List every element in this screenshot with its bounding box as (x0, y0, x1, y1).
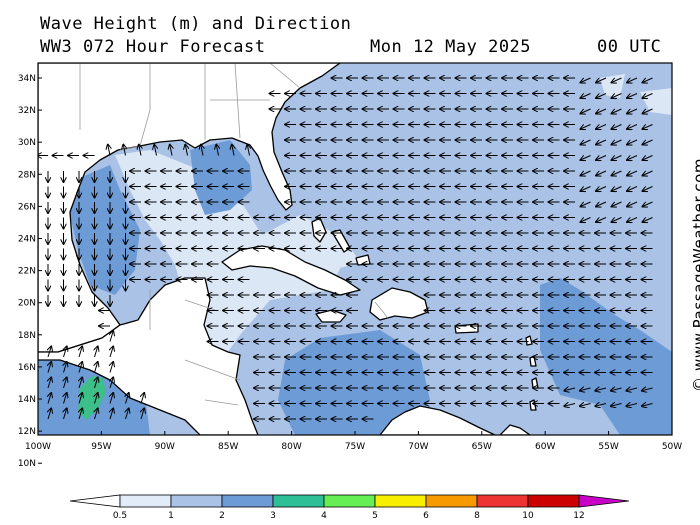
legend-low-cap (70, 495, 120, 507)
legend-high-cap (579, 495, 629, 507)
lat-label: 16N (18, 363, 36, 373)
lon-label: 75W (345, 442, 365, 452)
legend-swatch (222, 495, 273, 507)
lat-label: 28N (18, 170, 36, 180)
legend-swatch (324, 495, 375, 507)
lat-label: 18N (18, 331, 36, 341)
lat-label: 30N (18, 138, 36, 148)
lat-label: 14N (18, 395, 36, 405)
legend-swatch (273, 495, 324, 507)
legend-label: 6 (423, 511, 429, 521)
legend-label: 4 (321, 511, 327, 521)
lon-label: 65W (472, 442, 492, 452)
legend-label: 0.5 (113, 511, 127, 521)
lon-label: 95W (91, 442, 111, 452)
lat-label: 26N (18, 202, 36, 212)
lon-label: 85W (218, 442, 238, 452)
legend-swatch (171, 495, 222, 507)
lat-label: 10N (18, 459, 36, 469)
wave-height-legend: 0.5 1 2 3 4 5 6 8 10 12 (70, 495, 629, 521)
legend-label: 12 (573, 511, 584, 521)
legend-label: 3 (270, 511, 276, 521)
legend-label: 1 (168, 511, 174, 521)
lat-label: 20N (18, 299, 36, 309)
lat-label: 22N (18, 267, 36, 277)
legend-swatch (477, 495, 528, 507)
lon-label: 100W (25, 442, 51, 452)
legend-label: 8 (474, 511, 480, 521)
credit-text: © www.PassageWeather.com (690, 158, 700, 392)
lat-label: 12N (18, 427, 36, 437)
lon-label: 55W (598, 442, 618, 452)
lat-label: 32N (18, 106, 36, 116)
legend-swatch (426, 495, 477, 507)
legend-swatch (528, 495, 579, 507)
legend-swatch (120, 495, 171, 507)
lon-label: 60W (535, 442, 555, 452)
legend-label: 10 (522, 511, 534, 521)
lon-label: 90W (155, 442, 175, 452)
lon-label: 70W (408, 442, 428, 452)
lon-label: 80W (281, 442, 301, 452)
legend-swatch (375, 495, 426, 507)
lon-label: 50W (662, 442, 682, 452)
legend-label: 5 (372, 511, 378, 521)
lat-label: 24N (18, 235, 36, 245)
lat-label: 34N (18, 74, 36, 84)
legend-label: 2 (219, 511, 225, 521)
